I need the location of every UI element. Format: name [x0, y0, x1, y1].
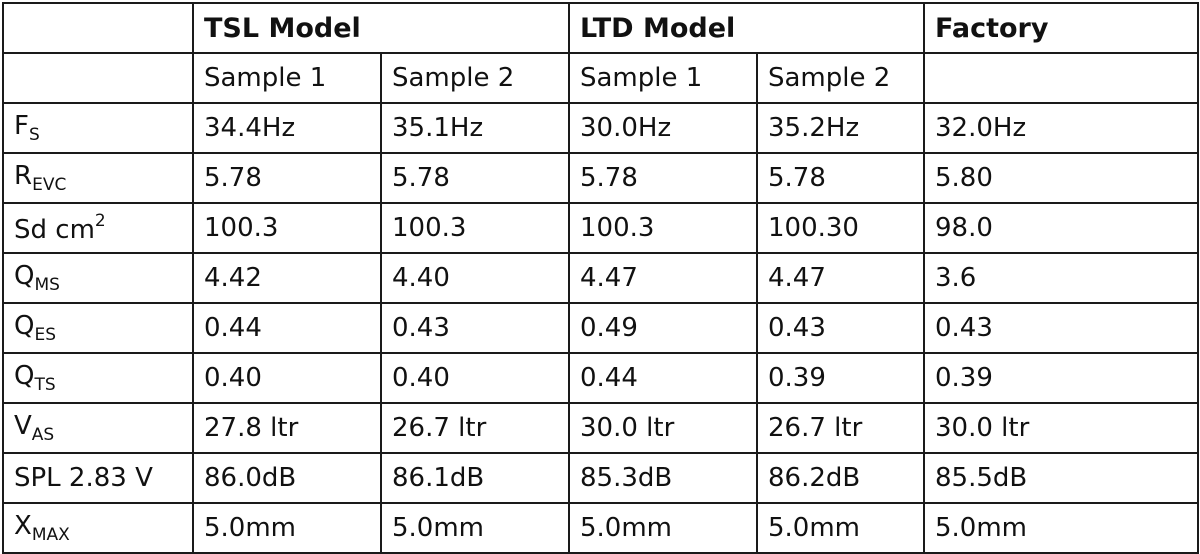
- value-cell: 5.0mm: [192, 502, 382, 554]
- value-cell: 32.0Hz: [923, 102, 1199, 154]
- value-cell: 30.0 ltr: [568, 402, 758, 454]
- label-superscript: 2: [94, 211, 106, 231]
- subheader-row: Sample 1 Sample 2 Sample 1 Sample 2: [2, 52, 1199, 104]
- value-cell: 4.42: [192, 252, 382, 304]
- value-cell: 26.7 ltr: [380, 402, 570, 454]
- table-row: VAS 27.8 ltr 26.7 ltr 30.0 ltr 26.7 ltr …: [2, 402, 1199, 454]
- table-row: QES 0.44 0.43 0.49 0.43 0.43: [2, 302, 1199, 354]
- value-cell: 5.78: [756, 152, 925, 204]
- label-subscript: MAX: [31, 525, 70, 545]
- value-cell: 0.40: [192, 352, 382, 404]
- value-cell: 30.0Hz: [568, 102, 758, 154]
- row-label: QMS: [2, 252, 194, 304]
- label-subscript: ES: [34, 325, 57, 345]
- subheader-empty-cell: [2, 52, 194, 104]
- value-cell: 86.2dB: [756, 452, 925, 504]
- value-cell: 5.0mm: [380, 502, 570, 554]
- label-subscript: AS: [31, 425, 55, 445]
- row-label: XMAX: [2, 502, 194, 554]
- value-cell: 100.3: [380, 202, 570, 254]
- subheader-factory-cell: [923, 52, 1199, 104]
- header-row: TSL Model LTD Model Factory: [2, 2, 1199, 54]
- row-label: QTS: [2, 352, 194, 404]
- value-cell: 100.30: [756, 202, 925, 254]
- value-cell: 34.4Hz: [192, 102, 382, 154]
- label-main: Q: [14, 261, 35, 291]
- label-subscript: EVC: [32, 175, 67, 195]
- row-label: SPL 2.83 V: [2, 452, 194, 504]
- value-cell: 5.0mm: [923, 502, 1199, 554]
- value-cell: 4.47: [756, 252, 925, 304]
- value-cell: 4.47: [568, 252, 758, 304]
- header-ltd-model: LTD Model: [568, 2, 925, 54]
- header-factory: Factory: [923, 2, 1199, 54]
- value-cell: 5.78: [380, 152, 570, 204]
- value-cell: 0.44: [568, 352, 758, 404]
- table-row: QTS 0.40 0.40 0.44 0.39 0.39: [2, 352, 1199, 404]
- value-cell: 85.5dB: [923, 452, 1199, 504]
- value-cell: 0.40: [380, 352, 570, 404]
- table-row: SPL 2.83 V 86.0dB 86.1dB 85.3dB 86.2dB 8…: [2, 452, 1199, 504]
- value-cell: 86.0dB: [192, 452, 382, 504]
- value-cell: 27.8 ltr: [192, 402, 382, 454]
- label-subscript: MS: [34, 275, 60, 295]
- value-cell: 35.1Hz: [380, 102, 570, 154]
- label-main: F: [14, 111, 29, 141]
- value-cell: 4.40: [380, 252, 570, 304]
- table-row: FS 34.4Hz 35.1Hz 30.0Hz 35.2Hz 32.0Hz: [2, 102, 1199, 154]
- subheader-tsl-sample-1: Sample 1: [192, 52, 382, 104]
- label-main: Q: [14, 361, 35, 391]
- value-cell: 85.3dB: [568, 452, 758, 504]
- row-label: QES: [2, 302, 194, 354]
- value-cell: 0.44: [192, 302, 382, 354]
- subheader-ltd-sample-1: Sample 1: [568, 52, 758, 104]
- header-corner-cell: [2, 2, 194, 54]
- value-cell: 0.39: [923, 352, 1199, 404]
- label-main: Q: [14, 311, 35, 341]
- value-cell: 5.0mm: [568, 502, 758, 554]
- table-row: QMS 4.42 4.40 4.47 4.47 3.6: [2, 252, 1199, 304]
- value-cell: 5.78: [192, 152, 382, 204]
- value-cell: 0.39: [756, 352, 925, 404]
- value-cell: 35.2Hz: [756, 102, 925, 154]
- table-body: FS 34.4Hz 35.1Hz 30.0Hz 35.2Hz 32.0Hz RE…: [2, 102, 1199, 554]
- value-cell: 5.0mm: [756, 502, 925, 554]
- value-cell: 0.43: [380, 302, 570, 354]
- value-cell: 5.78: [568, 152, 758, 204]
- label-main: Sd cm: [14, 215, 95, 245]
- subheader-ltd-sample-2: Sample 2: [756, 52, 925, 104]
- label-main: X: [14, 511, 32, 541]
- value-cell: 26.7 ltr: [756, 402, 925, 454]
- value-cell: 3.6: [923, 252, 1199, 304]
- label-main: V: [14, 411, 32, 441]
- header-tsl-model: TSL Model: [192, 2, 570, 54]
- row-label: Sd cm2: [2, 202, 194, 254]
- row-label: VAS: [2, 402, 194, 454]
- value-cell: 0.43: [923, 302, 1199, 354]
- value-cell: 0.43: [756, 302, 925, 354]
- table-row: XMAX 5.0mm 5.0mm 5.0mm 5.0mm 5.0mm: [2, 502, 1199, 554]
- value-cell: 98.0: [923, 202, 1199, 254]
- row-label: REVC: [2, 152, 194, 204]
- value-cell: 5.80: [923, 152, 1199, 204]
- label-subscript: S: [28, 125, 40, 145]
- label-subscript: TS: [34, 375, 56, 395]
- subheader-tsl-sample-2: Sample 2: [380, 52, 570, 104]
- value-cell: 86.1dB: [380, 452, 570, 504]
- table-row: REVC 5.78 5.78 5.78 5.78 5.80: [2, 152, 1199, 204]
- label-main: R: [14, 161, 33, 191]
- value-cell: 100.3: [568, 202, 758, 254]
- value-cell: 0.49: [568, 302, 758, 354]
- row-label: FS: [2, 102, 194, 154]
- value-cell: 30.0 ltr: [923, 402, 1199, 454]
- label-main: SPL 2.83 V: [14, 463, 153, 493]
- table-row: Sd cm2 100.3 100.3 100.3 100.30 98.0: [2, 202, 1199, 254]
- value-cell: 100.3: [192, 202, 382, 254]
